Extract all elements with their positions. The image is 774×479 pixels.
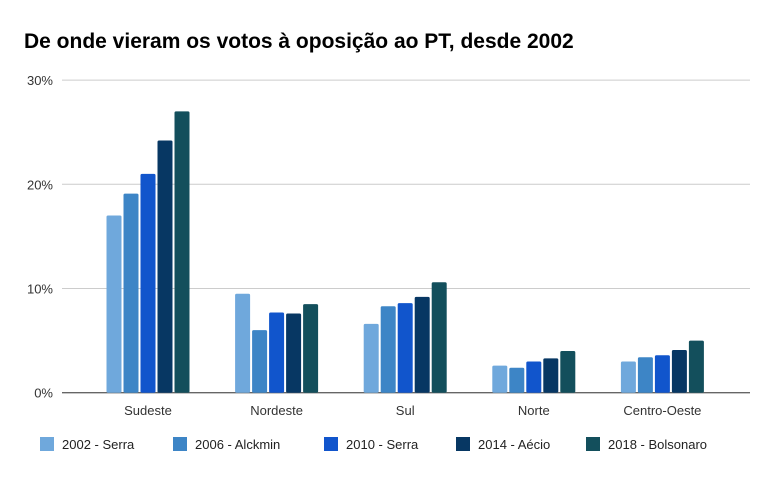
bar-centro-oeste-2: [654, 355, 670, 393]
x-tick-label: Centro-Oeste: [623, 403, 701, 418]
y-tick-label: 20%: [27, 177, 53, 192]
legend-swatch: [324, 437, 338, 451]
bar-sul-2: [397, 303, 413, 393]
bar-centro-oeste-3: [671, 349, 687, 393]
bar-sul-4: [431, 282, 447, 393]
legend-item: 2018 - Bolsonaro: [586, 437, 707, 452]
bar-norte-2: [526, 361, 542, 393]
y-tick-label: 10%: [27, 282, 53, 297]
bar-sudeste-3: [157, 140, 173, 393]
legend-item: 2006 - Alckmin: [173, 437, 280, 452]
bar-sudeste-4: [174, 111, 190, 393]
bar-nordeste-0: [235, 293, 251, 393]
legend-item: 2010 - Serra: [324, 437, 419, 452]
bar-nordeste-3: [286, 313, 302, 393]
bar-nordeste-1: [252, 330, 268, 393]
bar-sul-3: [414, 296, 430, 393]
x-tick-label: Norte: [518, 403, 550, 418]
x-tick-label: Sudeste: [124, 403, 172, 418]
x-tick-label: Nordeste: [250, 403, 303, 418]
legend-swatch: [173, 437, 187, 451]
bar-sudeste-1: [123, 193, 139, 393]
x-tick-label: Sul: [396, 403, 415, 418]
y-tick-label: 30%: [27, 73, 53, 88]
bar-nordeste-4: [303, 304, 319, 393]
bar-norte-3: [543, 358, 559, 393]
legend-label: 2006 - Alckmin: [195, 437, 280, 452]
bar-sudeste-2: [140, 173, 156, 393]
legend-label: 2014 - Aécio: [478, 437, 550, 452]
y-tick-label: 0%: [34, 386, 53, 401]
legend-swatch: [456, 437, 470, 451]
legend-swatch: [40, 437, 54, 451]
bar-norte-0: [492, 365, 508, 393]
bar-centro-oeste-4: [688, 340, 704, 393]
bar-norte-1: [509, 367, 525, 393]
bar-sul-0: [363, 323, 379, 393]
legend-label: 2002 - Serra: [62, 437, 135, 452]
bar-centro-oeste-0: [620, 361, 636, 393]
legend-item: 2002 - Serra: [40, 437, 135, 452]
legend-label: 2018 - Bolsonaro: [608, 437, 707, 452]
bar-sul-1: [380, 306, 396, 393]
bar-centro-oeste-1: [637, 357, 653, 393]
legend-swatch: [586, 437, 600, 451]
legend-label: 2010 - Serra: [346, 437, 419, 452]
bar-nordeste-2: [269, 312, 285, 393]
bar-sudeste-0: [106, 215, 122, 393]
bar-norte-4: [560, 351, 576, 393]
legend-item: 2014 - Aécio: [456, 437, 550, 452]
chart-title: De onde vieram os votos à oposição ao PT…: [24, 30, 574, 53]
